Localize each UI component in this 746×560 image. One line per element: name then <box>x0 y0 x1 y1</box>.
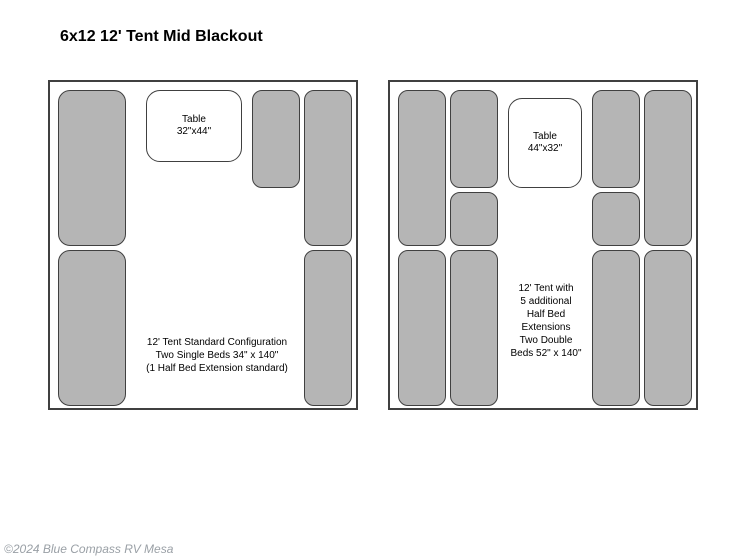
standard-table-label: Table <box>182 114 206 126</box>
extended-config-line: 12' Tent with <box>508 282 584 295</box>
extended-bed <box>450 250 498 406</box>
standard-bed <box>58 90 126 246</box>
extended-config-line: Half Bed <box>508 308 584 321</box>
standard-bed <box>304 90 352 246</box>
extended-bed <box>644 90 692 246</box>
standard-config-line: 12' Tent Standard Configuration <box>132 336 302 349</box>
extended-config-text: 12' Tent with5 additionalHalf BedExtensi… <box>508 282 584 360</box>
standard-table: Table32"x44" <box>146 90 242 162</box>
extended-bed <box>450 90 498 188</box>
extended-table-label: Table <box>533 131 557 143</box>
extended-bed <box>592 250 640 406</box>
extended-bed <box>592 90 640 188</box>
extended-table: Table44"x32" <box>508 98 582 188</box>
extended-bed <box>644 250 692 406</box>
extended-config-line: Beds 52" x 140" <box>508 347 584 360</box>
extended-bed <box>592 192 640 246</box>
copyright-watermark: ©2024 Blue Compass RV Mesa <box>4 542 173 556</box>
standard-bed <box>252 90 300 188</box>
floorplan-standard: Table32"x44" 12' Tent Standard Configurat… <box>48 80 358 410</box>
standard-bed <box>304 250 352 406</box>
extended-bed <box>398 90 446 246</box>
standard-table-dims: 32"x44" <box>177 126 211 138</box>
floorplan-extended: Table44"x32" 12' Tent with5 additionalHal… <box>388 80 698 410</box>
extended-config-line: 5 additional <box>508 295 584 308</box>
extended-table-dims: 44"x32" <box>528 143 562 155</box>
standard-bed <box>58 250 126 406</box>
standard-config-line: Two Single Beds 34" x 140" <box>132 349 302 362</box>
extended-config-line: Extensions <box>508 321 584 334</box>
extended-bed <box>398 250 446 406</box>
extended-bed <box>450 192 498 246</box>
extended-config-line: Two Double <box>508 334 584 347</box>
diagram-title: 6x12 12' Tent Mid Blackout <box>60 28 263 46</box>
standard-config-text: 12' Tent Standard ConfigurationTwo Singl… <box>132 336 302 375</box>
standard-config-line: (1 Half Bed Extension standard) <box>132 362 302 375</box>
